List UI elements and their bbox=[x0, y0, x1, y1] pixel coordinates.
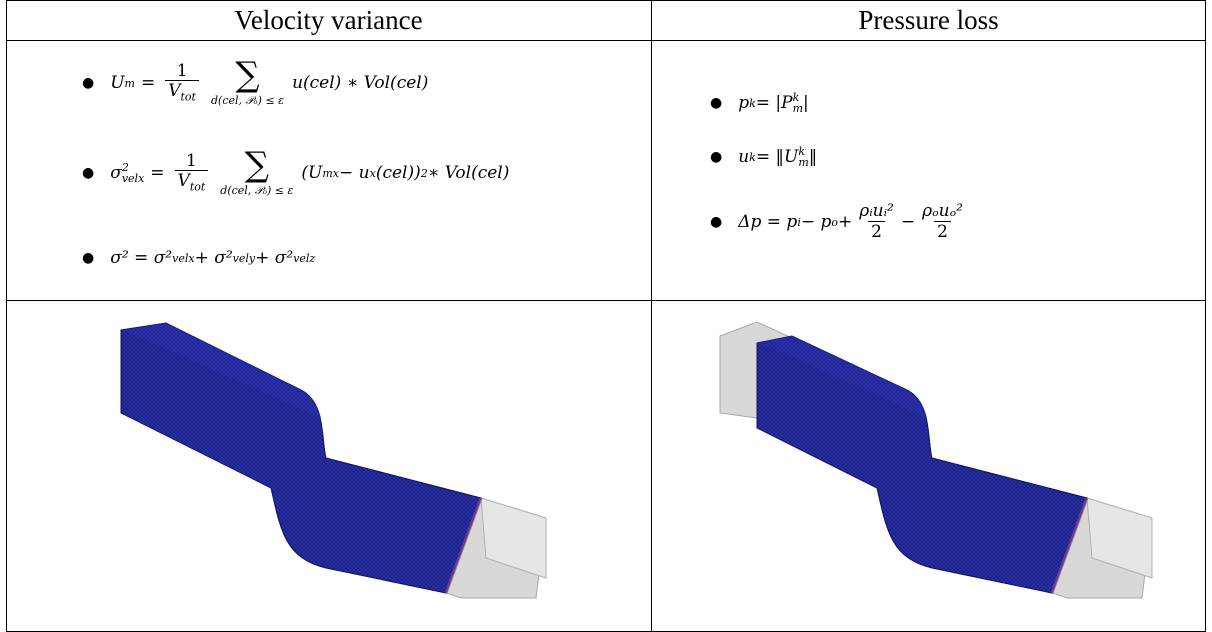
duct-velocity-variance-image bbox=[120, 322, 547, 599]
duct-mesh-body bbox=[120, 322, 482, 594]
duct-mesh-body bbox=[756, 335, 1088, 594]
summation: ∑ d(cel, 𝒫ₒ) ≤ ε bbox=[210, 55, 285, 107]
row-divider bbox=[6, 300, 1206, 301]
summation: ∑ d(cel, 𝒫ₒ) ≤ ε bbox=[220, 145, 294, 197]
fraction: 1 Vtot bbox=[174, 151, 209, 195]
formula-total-variance: ● σ² = σ² velx + σ² vely + σ² velz bbox=[82, 248, 316, 268]
header-divider bbox=[6, 40, 1206, 41]
duct-interface bbox=[444, 497, 483, 594]
fraction: ρₒuₒ² 2 bbox=[922, 201, 963, 242]
fraction: ρᵢuᵢ² 2 bbox=[859, 201, 894, 242]
duct-pressure-loss-image bbox=[719, 321, 1153, 599]
header-velocity-variance: Velocity variance bbox=[234, 4, 423, 35]
column-divider bbox=[651, 0, 652, 632]
formula-velocity-variance-x: ● σ 2 velx = 1 Vtot ∑ d(cel, 𝒫ₒ) ≤ ε (U mx … bbox=[82, 145, 510, 197]
table-left-border bbox=[6, 0, 7, 632]
table-top-border bbox=[6, 0, 1206, 1]
duct-interface bbox=[1050, 497, 1089, 594]
fraction: 1 Vtot bbox=[165, 61, 199, 105]
header-pressure-loss: Pressure loss bbox=[858, 4, 999, 35]
table-right-border bbox=[1205, 0, 1206, 632]
